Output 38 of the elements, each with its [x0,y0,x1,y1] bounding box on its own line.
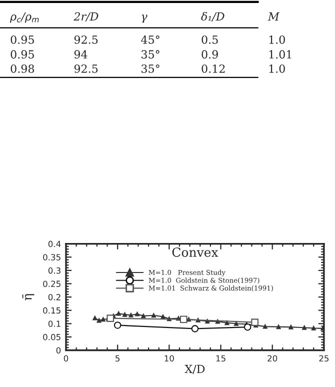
y-tick-label: 0.2 [48,294,60,300]
y-tick-label: 0.25 [43,280,60,288]
chart-title: Convex [172,247,218,257]
text: 92.5 [74,35,98,44]
text: 92.5 [74,64,98,73]
text: 35° [142,64,160,73]
y-tick-label: 0.4 [48,240,61,248]
x-tick-label: 15 [216,355,226,362]
x-tick-label: 20 [268,355,278,362]
x-tick-label: 5 [116,355,120,362]
text: 0.12 [202,64,225,73]
text: 0.98 [10,64,34,73]
text: 0.9 [202,50,218,59]
y-tick-label: 0.3 [48,267,60,274]
x-axis-title: X/D [184,364,205,374]
text: ρ$_{c}$/ρ$_{m}$ [10,12,39,23]
text: M [268,12,280,20]
x-tick-label: 10 [164,355,174,362]
text: 1.01 [269,50,292,59]
text: 94 [74,50,88,59]
text: 35° [142,50,160,59]
text: 0.95 [10,35,34,44]
text: δ₁/D [201,12,224,22]
x-tick-label: 25 [319,355,329,362]
text: γ [142,14,148,23]
y-tick-label: 0.35 [43,254,60,260]
text: 0.95 [10,50,34,59]
text: 1.0 [269,64,285,73]
text: 1.0 [269,35,285,44]
text: 0.5 [202,35,218,44]
y-tick-label: 0 [56,347,61,354]
y-tick-label: 0.05 [43,334,60,340]
y-tick-label: 0.1 [48,320,60,327]
y-axis-title: η̄ [22,294,34,300]
text: 45° [141,35,160,44]
y-tick-label: 0.15 [43,307,60,314]
x-tick-label: 0 [64,355,68,362]
text: 2r/D [74,12,98,22]
